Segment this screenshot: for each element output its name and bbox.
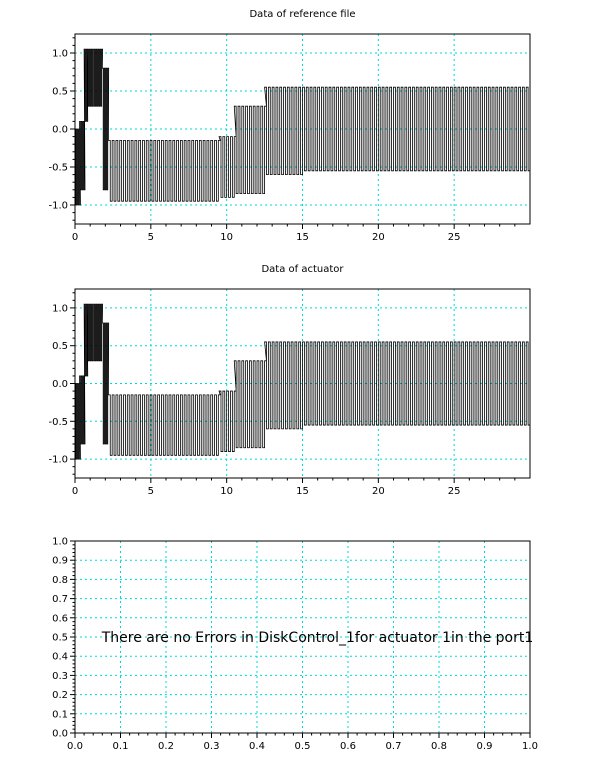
x-tick-label: 5: [148, 232, 154, 243]
x-tick-label: 0.2: [158, 741, 174, 752]
x-tick-label: 0.0: [67, 741, 83, 752]
y-tick-label: 0.9: [52, 556, 68, 567]
plot-title: Data of reference file: [249, 9, 355, 20]
x-tick-label: 0.8: [431, 741, 447, 752]
y-tick-label: 0.0: [52, 729, 68, 740]
x-tick-label: 15: [296, 232, 309, 243]
y-tick-label: 1.0: [52, 49, 68, 60]
y-tick-label: 0.0: [52, 379, 68, 390]
y-tick-label: 0.5: [52, 633, 68, 644]
plot-title: Data of actuator: [261, 264, 344, 275]
y-tick-label: 1.0: [52, 303, 68, 314]
y-tick-label: 0.1: [52, 709, 68, 720]
x-tick-label: 0.6: [340, 741, 356, 752]
error-status-plot: 0.0 0.1 0.2 0.3 0.4 0.5 0.6 0.7 0.8 0.9 1.0 0.0 0.1 0…: [52, 537, 538, 753]
x-tick-label: 0: [72, 232, 78, 243]
x-tick-label: 5: [148, 486, 154, 497]
y-tick-label: 0.3: [52, 671, 68, 682]
x-tick-label: 0.9: [477, 741, 493, 752]
y-tick-label: -1.0: [48, 201, 68, 212]
error-status-message: There are no Errors in DiskControl_1for …: [101, 630, 534, 646]
signal-line-0: [75, 48, 531, 206]
y-tick-label: 0.8: [52, 575, 68, 586]
x-tick-label: 0.3: [204, 741, 220, 752]
x-tick-label: 0: [72, 486, 78, 497]
y-tick-label: -1.0: [48, 455, 68, 466]
x-tick-label: 0.7: [386, 741, 402, 752]
y-tick-label: 0.5: [52, 87, 68, 98]
y-tick-label: 1.0: [52, 537, 68, 548]
x-tick-label: 20: [372, 232, 385, 243]
y-tick-label: 0.4: [52, 652, 68, 663]
x-tick-label: 20: [372, 486, 385, 497]
signal-line-0: [75, 303, 531, 460]
y-tick-label: 0.5: [52, 341, 68, 352]
y-tick-label: -0.5: [48, 417, 68, 428]
x-tick-label: 10: [220, 486, 233, 497]
y-tick-label: 0.6: [52, 613, 68, 624]
y-tick-label: 0.7: [52, 594, 68, 605]
x-tick-label: 0.4: [249, 741, 265, 752]
x-tick-label: 1.0: [522, 741, 538, 752]
actuator-plot: Data of actuator 0 5 10 15 20 25 -1.0 -0.5 0.0 0.5…: [48, 264, 531, 497]
x-tick-label: 25: [448, 232, 461, 243]
x-tick-label: 0.1: [113, 741, 129, 752]
x-tick-label: 10: [220, 232, 233, 243]
y-tick-label: 0.0: [52, 125, 68, 136]
reference-file-plot: Data of reference file 0 5 10 15 20 25 -1.0 -0.5…: [48, 9, 531, 243]
x-tick-label: 15: [296, 486, 309, 497]
y-tick-label: -0.5: [48, 163, 68, 174]
x-tick-label: 25: [448, 486, 461, 497]
x-tick-label: 0.5: [295, 741, 311, 752]
y-tick-label: 0.2: [52, 690, 68, 701]
